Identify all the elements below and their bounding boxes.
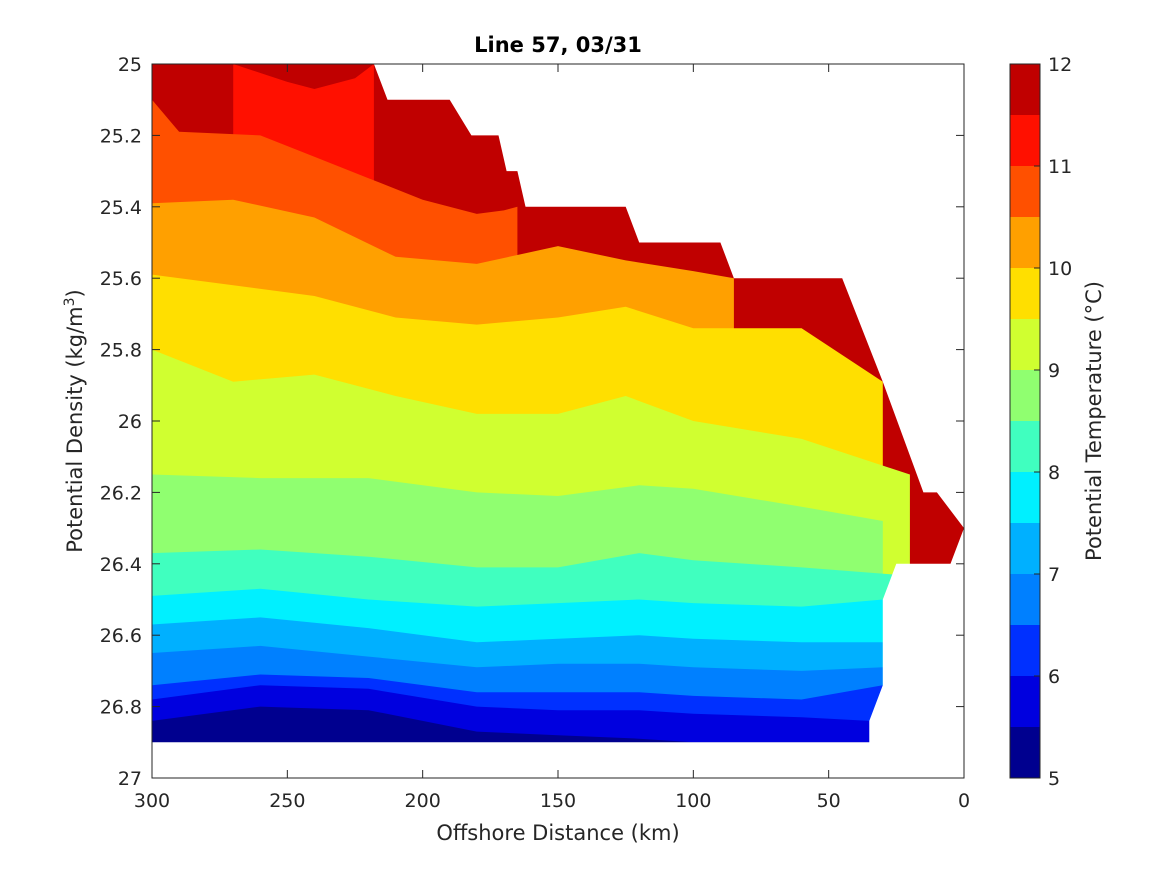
- y-axis-label-superscript: 3: [62, 297, 78, 306]
- colorbar-swatch-5.5: [1010, 676, 1040, 727]
- colorbar-tick-label: 6: [1048, 666, 1060, 688]
- mask-bottom: [152, 528, 964, 778]
- x-axis-label: Offshore Distance (km): [436, 821, 679, 845]
- x-tick-label: 150: [540, 790, 576, 812]
- y-tick-label: 26.8: [100, 697, 142, 719]
- colorbar-tick-label: 9: [1048, 360, 1060, 382]
- colorbar-swatch-11.5: [1010, 64, 1040, 115]
- x-tick-label: 50: [817, 790, 841, 812]
- mask-top: [152, 64, 964, 529]
- y-axis-label-close: ): [63, 289, 87, 297]
- x-tick-label: 300: [134, 790, 170, 812]
- colorbar-swatch-10: [1010, 217, 1040, 268]
- y-tick-label: 25.6: [100, 268, 142, 290]
- colorbar-tick-label: 5: [1048, 768, 1060, 790]
- x-tick-label: 250: [269, 790, 305, 812]
- x-tick-label: 100: [675, 790, 711, 812]
- y-tick-label: 25.4: [100, 197, 142, 219]
- y-tick-label: 26.6: [100, 625, 142, 647]
- y-tick-label: 27: [118, 768, 142, 790]
- x-tick-label: 200: [405, 790, 441, 812]
- colorbar-swatch-5: [1010, 727, 1040, 778]
- y-tick-label: 26.2: [100, 482, 142, 504]
- colorbar-swatch-7.5: [1010, 472, 1040, 523]
- colorbar-swatch-8: [1010, 421, 1040, 472]
- colorbar-swatch-6.5: [1010, 574, 1040, 625]
- x-axis: 300 250 200 150 100 50 0: [134, 64, 970, 812]
- y-axis-label-main: Potential Density (kg/m: [63, 306, 87, 552]
- colorbar-tick-label: 7: [1048, 564, 1060, 586]
- y-tick-label: 25.8: [100, 340, 142, 362]
- y-tick-label: 25: [118, 54, 142, 76]
- x-tick-label: 0: [958, 790, 970, 812]
- chart-title: Line 57, 03/31: [474, 33, 642, 57]
- colorbar-tick-label: 8: [1048, 462, 1060, 484]
- colorbar: 5 6 7 8 9 10 11 12: [1009, 54, 1072, 790]
- y-axis-label: Potential Density (kg/m3): [62, 289, 87, 553]
- colorbar-tick-label: 11: [1048, 156, 1072, 178]
- colorbar-label: Potential Temperature (°C): [1082, 281, 1106, 561]
- colorbar-tick-label: 12: [1048, 54, 1072, 76]
- colorbar-swatch-7: [1010, 523, 1040, 574]
- y-tick-label: 26: [118, 411, 142, 433]
- colorbar-swatch-11: [1010, 115, 1040, 166]
- colorbar-tick-label: 10: [1048, 258, 1072, 280]
- colorbar-swatch-8.5: [1010, 370, 1040, 421]
- colorbar-swatch-10.5: [1010, 166, 1040, 217]
- colorbar-frame: [1009, 63, 1041, 779]
- contour-fill-layer: [152, 64, 964, 778]
- no-data-mask: [152, 64, 964, 778]
- y-axis: 25 25.2 25.4 25.6 25.8 26 26.2 26.4 26.6 26.8 27: [100, 54, 964, 790]
- colorbar-swatch-9.5: [1010, 268, 1040, 319]
- colorbar-swatch-9: [1010, 319, 1040, 370]
- colorbar-swatch-6: [1010, 625, 1040, 676]
- y-tick-label: 25.2: [100, 125, 142, 147]
- y-tick-label: 26.4: [100, 554, 142, 576]
